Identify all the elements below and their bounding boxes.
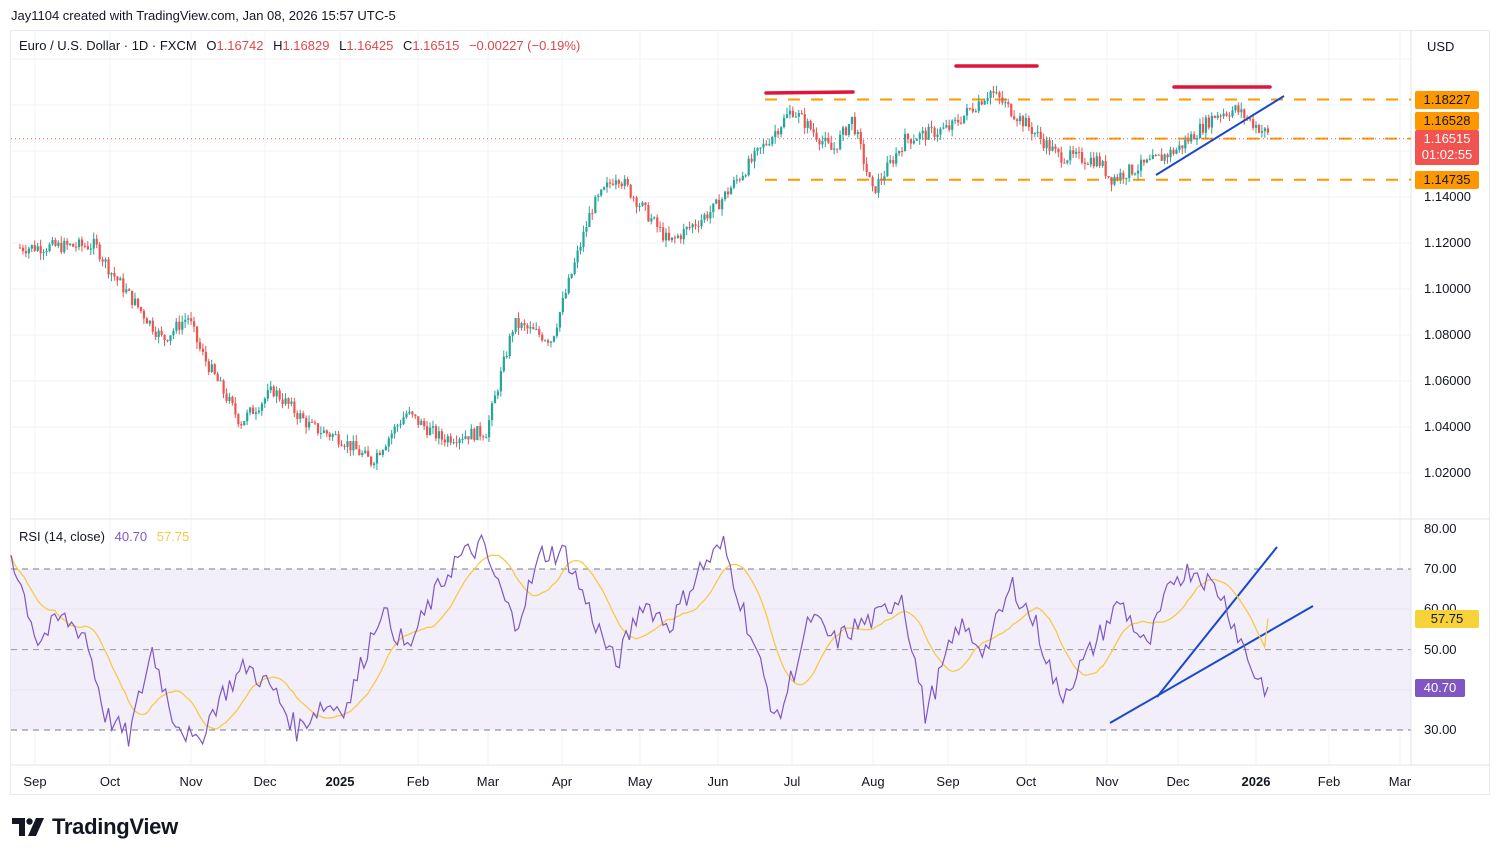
rsi-line <box>10 533 1269 747</box>
chart-credit: Jay1104 created with TradingView.com, Ja… <box>11 8 396 23</box>
last-price-value: 1.16515 <box>1423 131 1471 146</box>
time-label: Jul <box>783 774 801 789</box>
time-label: Mar <box>476 774 500 789</box>
price-tick: 1.10000 <box>1424 281 1471 296</box>
time-label: Sep <box>23 774 47 789</box>
rsi-tick: 50.00 <box>1424 642 1457 657</box>
open-label: O <box>206 38 217 53</box>
price-tick: 1.08000 <box>1424 327 1471 342</box>
rsi-tick: 70.00 <box>1424 561 1457 576</box>
price-tick: 1.02000 <box>1424 465 1471 480</box>
high-value: 1.16829 <box>282 38 330 53</box>
time-label: Feb <box>406 774 430 789</box>
symbol-legend[interactable]: Euro / U.S. Dollar · 1D · FXCM O1.16742 … <box>19 38 580 53</box>
candlestick-series <box>18 85 1270 471</box>
rsi-tick: 30.00 <box>1424 722 1457 737</box>
time-label: Apr <box>551 774 573 789</box>
bar-countdown: 01:02:55 <box>1421 147 1473 162</box>
time-label: Oct <box>99 774 121 789</box>
open-value: 1.16742 <box>216 38 264 53</box>
close-value: 1.16515 <box>412 38 460 53</box>
low-value: 1.16425 <box>346 38 394 53</box>
rsi-ma-tag: 57.75 <box>1415 610 1479 628</box>
tradingview-logo-text: TradingView <box>52 814 178 839</box>
close-label: C <box>402 38 413 53</box>
time-label: Aug <box>861 774 885 789</box>
last-price-tag: 1.16515 01:02:55 <box>1415 130 1479 165</box>
rsi-ma-line <box>10 554 1269 730</box>
time-label: Nov <box>1095 774 1119 789</box>
rsi-legend[interactable]: RSI (14, close) 40.70 57.75 <box>19 529 189 544</box>
time-label: Dec <box>253 774 277 789</box>
symbol-name: Euro / U.S. Dollar · 1D · FXCM <box>19 38 197 53</box>
time-label: Mar <box>1388 774 1412 789</box>
tradingview-logo-icon <box>12 818 44 836</box>
time-label: Feb <box>1317 774 1341 789</box>
rsi-tick: 80.00 <box>1424 521 1457 536</box>
price-tick: 1.06000 <box>1424 373 1471 388</box>
annotation-markers[interactable] <box>764 64 1314 724</box>
low-label: L <box>339 38 347 53</box>
time-label: Jun <box>707 774 729 789</box>
rsi-value: 40.70 <box>114 529 148 544</box>
high-marker-jul <box>764 90 855 95</box>
price-tag-resistance: 1.18227 <box>1415 91 1479 109</box>
time-label-year: 2025 <box>325 774 355 789</box>
time-label: May <box>627 774 653 789</box>
rsi-grid-lines <box>11 568 1411 731</box>
price-tick: 1.14000 <box>1424 189 1471 204</box>
high-label: H <box>273 38 283 53</box>
currency-label[interactable]: USD <box>1427 39 1455 54</box>
rsi-trendline-steep <box>1156 546 1278 698</box>
price-tag-mid: 1.16528 <box>1415 112 1479 130</box>
tradingview-logo[interactable]: TradingView <box>12 814 178 839</box>
price-tag-support: 1.14735 <box>1415 171 1479 189</box>
chart-frame <box>10 30 1490 795</box>
price-trendline <box>1155 95 1285 176</box>
price-tick: 1.04000 <box>1424 419 1471 434</box>
time-label: Nov <box>179 774 203 789</box>
time-label: Sep <box>936 774 960 789</box>
time-label: Oct <box>1015 774 1037 789</box>
time-label-year: 2026 <box>1241 774 1271 789</box>
rsi-value-tag: 40.70 <box>1415 679 1465 697</box>
price-tick: 1.12000 <box>1424 235 1471 250</box>
time-label: Dec <box>1166 774 1190 789</box>
rsi-trendline-lower <box>1109 605 1314 724</box>
rsi-label: RSI (14, close) <box>19 529 105 544</box>
rsi-ma-value: 57.75 <box>156 529 190 544</box>
change-value: −0.00227 (−0.19%) <box>468 38 581 53</box>
support-resistance-levels[interactable] <box>11 98 1411 181</box>
